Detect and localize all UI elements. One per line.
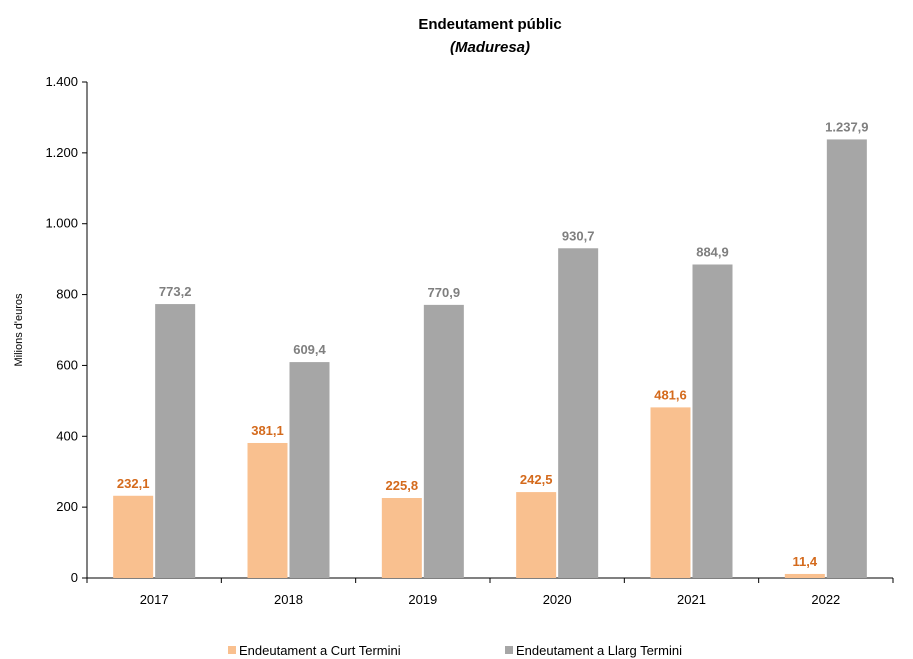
data-label: 242,5 [520,472,553,487]
y-tick-label: 1.000 [45,216,78,231]
y-tick-label: 200 [56,499,78,514]
legend-swatch [505,646,513,654]
y-tick-label: 0 [71,570,78,585]
data-label: 773,2 [159,284,192,299]
data-label: 1.237,9 [825,119,868,134]
bar [247,442,288,578]
bar [423,304,464,578]
y-tick-label: 1.400 [45,74,78,89]
data-label: 11,4 [793,554,818,569]
x-tick-label: 2018 [274,592,303,607]
legend-swatch [228,646,236,654]
x-tick-label: 2017 [140,592,169,607]
bar [113,495,154,578]
x-tick-label: 2019 [408,592,437,607]
bar [826,139,867,578]
data-label: 930,7 [562,228,595,243]
chart-subtitle: (Maduresa) [450,39,530,56]
x-tick-label: 2022 [811,592,840,607]
data-label: 481,6 [654,387,687,402]
bar [381,498,422,578]
data-label: 770,9 [428,285,461,300]
bar [558,248,599,578]
y-tick-label: 400 [56,428,78,443]
bars: 232,1 773,2 381,1 609,4 225,8 770,9 242,5 930,7… [113,119,869,578]
bar [692,264,733,578]
data-label: 232,1 [117,476,150,491]
bar [784,573,825,578]
x-tick-label: 2021 [677,592,706,607]
data-label: 609,4 [293,342,326,357]
y-tick-label: 800 [56,287,78,302]
data-label: 381,1 [251,423,284,438]
data-label: 225,8 [386,478,419,493]
chart-title: Endeutament públic [418,16,561,33]
legend-label: Endeutament a Curt Termini [239,643,401,658]
bar [516,492,557,578]
data-label: 884,9 [696,244,729,259]
bar [289,362,330,578]
y-axis-label: Milions d'euros [13,293,25,367]
legend: Endeutament a Curt Termini Endeutament a … [228,643,682,658]
bar [155,304,196,578]
bar [650,407,691,578]
y-tick-label: 1.200 [45,145,78,160]
axes: 0 200 400 600 800 1.000 1.200 1.400 2017 2018 2019… [45,74,894,607]
x-tick-label: 2020 [543,592,572,607]
legend-label: Endeutament a Llarg Termini [516,643,682,658]
y-tick-label: 600 [56,357,78,372]
